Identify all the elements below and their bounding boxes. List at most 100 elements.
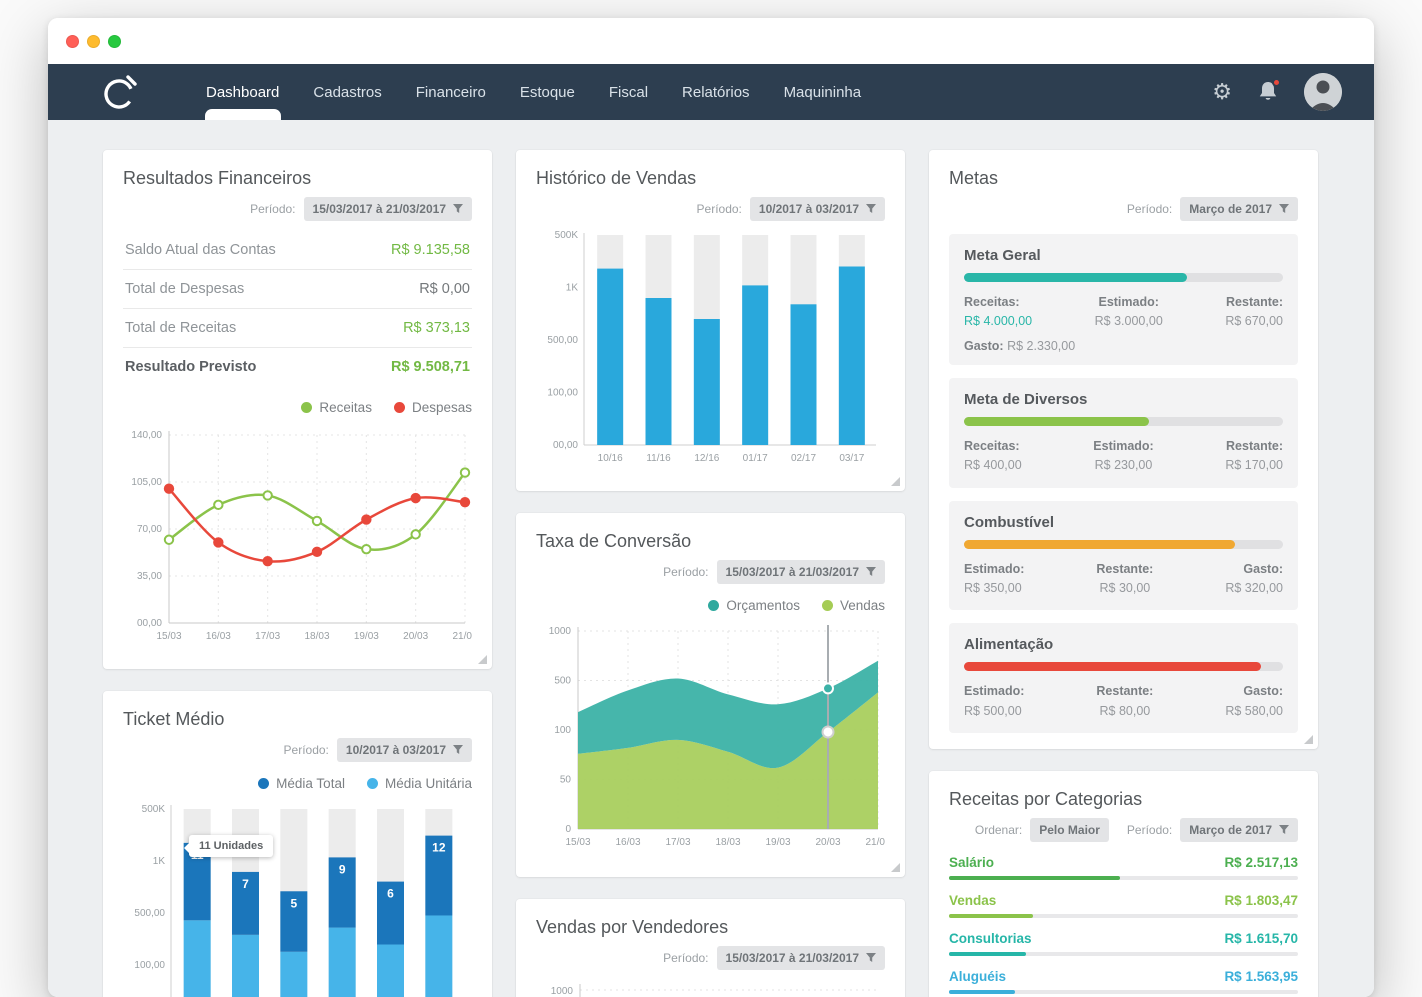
category-fill — [949, 990, 1016, 994]
svg-text:03/17: 03/17 — [839, 453, 864, 464]
category-head: Aluguéis R$ 1.563,95 — [949, 969, 1298, 984]
svg-text:11/16: 11/16 — [646, 453, 671, 464]
meta-field-label: Estimado: — [964, 684, 1025, 699]
zoom-button[interactable] — [108, 34, 121, 48]
period-label: Período: — [283, 743, 329, 757]
nav-item-maquininha[interactable]: Maquininha — [783, 83, 862, 101]
meta-field-receitas-: Receitas: R$ 400,00 — [964, 437, 1022, 476]
period-filter-button[interactable]: Março de 2017 — [1180, 818, 1298, 842]
svg-text:1000: 1000 — [551, 986, 574, 997]
meta-fields: Receitas: R$ 400,00 Estimado: R$ 230,00 Rest… — [964, 437, 1283, 476]
meta-progress-track — [964, 273, 1283, 282]
svg-text:12/16: 12/16 — [694, 453, 719, 464]
period-filter-button[interactable]: 15/03/2017 à 21/03/2017 — [716, 946, 885, 970]
svg-text:140,00: 140,00 — [131, 430, 162, 441]
svg-text:100: 100 — [554, 725, 571, 736]
period-filter-button[interactable]: 10/2017 à 03/2017 — [749, 197, 885, 221]
chart-tooltip: 11 Unidades — [183, 835, 274, 857]
close-button[interactable] — [66, 34, 79, 48]
period-filter-button[interactable]: 15/03/2017 à 21/03/2017 — [303, 197, 472, 221]
legend-item-media-total[interactable]: Média Total — [258, 776, 345, 791]
svg-text:15/03: 15/03 — [565, 837, 590, 848]
meta-field-label: Gasto: — [1243, 684, 1283, 699]
nav-item-financeiro[interactable]: Financeiro — [415, 83, 486, 101]
user-avatar[interactable] — [1304, 73, 1342, 111]
category-label[interactable]: Consultorias — [949, 931, 1032, 946]
filter-icon — [866, 953, 876, 962]
app-logo[interactable] — [98, 73, 144, 111]
card-title: Ticket Médio — [123, 709, 225, 729]
svg-text:21/03: 21/03 — [452, 631, 472, 642]
resize-handle[interactable] — [478, 655, 487, 664]
meta-field-value: R$ 320,00 — [1225, 580, 1283, 595]
legend-dot — [708, 600, 720, 611]
meta-progress-fill — [964, 662, 1261, 672]
card-title: Taxa de Conversão — [536, 531, 692, 551]
window-titlebar — [48, 18, 1374, 64]
category-row-consultorias: Consultorias R$ 1.615,70 — [949, 931, 1298, 956]
svg-text:1K: 1K — [153, 856, 166, 867]
legend-item-receitas[interactable]: Receitas — [301, 400, 372, 415]
period-value: Março de 2017 — [1189, 202, 1272, 216]
legend-item-vendas[interactable]: Vendas — [821, 598, 885, 613]
card-metas: Metas Período: Março de 2017 Meta Geral R… — [929, 150, 1318, 749]
meta-extra: Gasto: R$ 2.330,00 — [964, 339, 1283, 353]
navbar-actions: ⚙ — [1212, 73, 1342, 111]
legend-item-media-unitaria[interactable]: Média Unitária — [366, 776, 472, 791]
summary-value: R$ 0,00 — [419, 281, 470, 297]
controls-row: Ordenar: Pelo Maior Período: Março de 20… — [949, 818, 1298, 842]
category-label[interactable]: Vendas — [949, 893, 997, 908]
svg-text:00,00: 00,00 — [553, 440, 578, 451]
nav-menu: Dashboard Cadastros Financeiro Estoque Fisca… — [206, 64, 861, 120]
nav-item-relatorios[interactable]: Relatórios — [682, 83, 750, 101]
legend-item-despesas[interactable]: Despesas — [393, 400, 472, 415]
svg-text:19/03: 19/03 — [765, 837, 790, 848]
meta-extra-label: Gasto: — [964, 338, 1008, 353]
chart-legend: Receitas Despesas — [123, 400, 472, 415]
nav-item-estoque[interactable]: Estoque — [519, 83, 575, 101]
filter-icon — [866, 204, 876, 213]
svg-text:9: 9 — [339, 862, 346, 876]
resize-handle[interactable] — [1304, 735, 1313, 744]
period-value: Março de 2017 — [1189, 823, 1272, 837]
category-value: R$ 1.803,47 — [1224, 893, 1298, 908]
notification-badge — [1272, 78, 1281, 87]
categories-list: Salário R$ 2.517,13 Vendas R$ 1.803,47 Consu… — [949, 855, 1298, 997]
svg-text:10/16: 10/16 — [598, 453, 623, 464]
meta-alimentacao: Alimentação Estimado: R$ 500,00 Restante: R$… — [949, 623, 1298, 733]
settings-icon[interactable]: ⚙ — [1212, 79, 1232, 104]
chart-legend: Orçamentos Vendas — [536, 598, 885, 613]
period-label: Período: — [1126, 202, 1173, 216]
svg-text:105,00: 105,00 — [131, 477, 162, 488]
nav-item-dashboard[interactable]: Dashboard — [206, 64, 279, 120]
notifications-icon[interactable] — [1258, 78, 1281, 103]
category-fill — [949, 952, 1026, 956]
category-label[interactable]: Salário — [949, 855, 995, 870]
period-filter-button[interactable]: 10/2017 à 03/2017 — [336, 738, 472, 762]
svg-text:02/17: 02/17 — [791, 453, 816, 464]
meta-meta-de-diversos: Meta de Diversos Receitas: R$ 400,00 Estima… — [949, 377, 1298, 488]
period-filter-button[interactable]: Março de 2017 — [1180, 197, 1298, 221]
resize-handle[interactable] — [891, 477, 900, 486]
svg-text:1000: 1000 — [549, 626, 572, 637]
nav-item-cadastros[interactable]: Cadastros — [313, 83, 382, 101]
svg-text:00,00: 00,00 — [137, 618, 162, 629]
meta-field-value: R$ 3.000,00 — [1094, 314, 1163, 329]
resize-handle[interactable] — [891, 863, 900, 872]
legend-label: Despesas — [411, 400, 472, 415]
meta-field-value: R$ 230,00 — [1094, 458, 1153, 473]
period-value: 10/2017 à 03/2017 — [758, 202, 859, 216]
nav-item-fiscal[interactable]: Fiscal — [608, 83, 649, 101]
summary-row-total-de-despesas: Total de Despesas R$ 0,00 — [123, 270, 472, 309]
category-label[interactable]: Aluguéis — [949, 969, 1007, 984]
meta-progress-fill — [964, 416, 1150, 426]
minimize-button[interactable] — [87, 34, 100, 48]
period-filter-button[interactable]: 15/03/2017 à 21/03/2017 — [716, 560, 885, 584]
order-button[interactable]: Pelo Maior — [1030, 818, 1109, 842]
avatar-silhouette — [1304, 73, 1342, 111]
legend-item-orcamentos[interactable]: Orçamentos — [708, 598, 800, 613]
meta-progress-fill — [964, 539, 1236, 549]
app-logo-icon — [104, 75, 137, 109]
meta-fields: Estimado: R$ 500,00 Restante: R$ 80,00 Gasto… — [964, 682, 1283, 721]
